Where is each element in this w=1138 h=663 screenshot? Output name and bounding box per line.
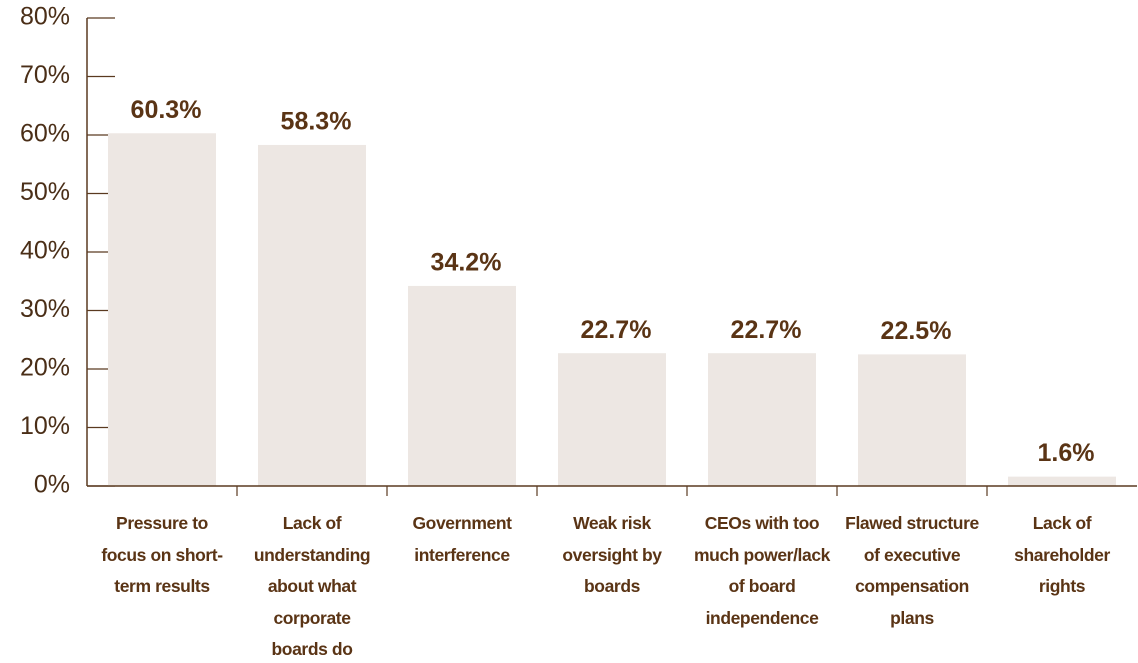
bar bbox=[1008, 476, 1116, 486]
value-label: 60.3% bbox=[131, 96, 202, 124]
bar bbox=[408, 285, 516, 486]
x-tick-label: CEOs with too much power/lack of board i… bbox=[694, 513, 830, 628]
value-label: 22.7% bbox=[581, 316, 652, 344]
y-tick-label: 20% bbox=[20, 354, 70, 382]
y-tick-label: 30% bbox=[20, 295, 70, 323]
bar bbox=[708, 353, 816, 486]
y-tick-label: 80% bbox=[20, 3, 70, 31]
x-tick-label: Pressure to focus on short-term results bbox=[101, 513, 223, 596]
value-label: 22.5% bbox=[881, 317, 952, 345]
x-tick-label: Flawed structure of executive compensati… bbox=[845, 513, 979, 628]
y-tick-label: 50% bbox=[20, 178, 70, 206]
y-tick-label: 10% bbox=[20, 412, 70, 440]
value-label: 34.2% bbox=[431, 249, 502, 277]
value-label: 58.3% bbox=[281, 108, 352, 136]
bar bbox=[858, 354, 966, 486]
x-tick-label: Lack of shareholder rights bbox=[1014, 513, 1110, 596]
value-label: 1.6% bbox=[1038, 439, 1095, 467]
bar bbox=[558, 353, 666, 486]
bar bbox=[108, 133, 216, 486]
value-label: 22.7% bbox=[731, 316, 802, 344]
x-tick-label: Lack of understanding about what corpora… bbox=[253, 513, 371, 659]
y-tick-label: 0% bbox=[34, 471, 70, 499]
x-tick-label: Weak risk oversight by boards bbox=[562, 513, 662, 596]
y-tick-label: 70% bbox=[20, 61, 70, 89]
x-tick-label: Government interference bbox=[412, 513, 512, 565]
y-tick-label: 40% bbox=[20, 237, 70, 265]
bar bbox=[258, 144, 366, 486]
y-tick-label: 60% bbox=[20, 120, 70, 148]
